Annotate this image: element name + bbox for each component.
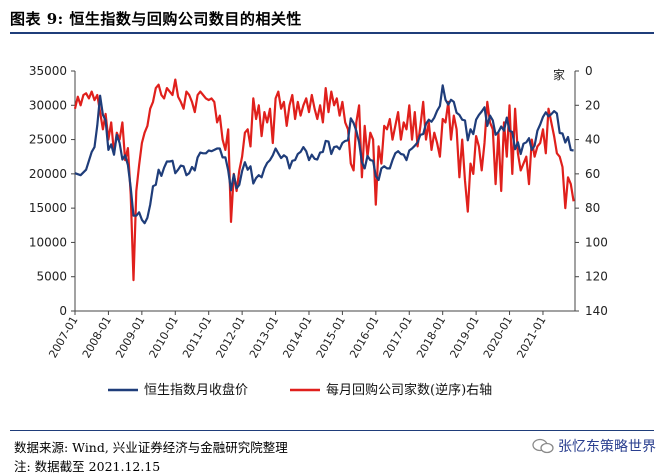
y-left-tick-label: 10000: [29, 235, 67, 249]
x-tick-label: 2017-01: [381, 314, 415, 360]
x-tick-label: 2015-01: [314, 314, 348, 360]
watermark: 张忆东策略世界: [532, 436, 656, 456]
chart-title: 图表 9: 恒生指数与回购公司数目的相关性: [10, 10, 302, 28]
legend-label-hsi: 恒生指数月收盘价: [144, 382, 248, 398]
buyback-count-line: [73, 78, 575, 282]
y-left-tick-label: 0: [59, 304, 67, 318]
series-layer: [73, 78, 575, 282]
chart-legend: 恒生指数月收盘价 每月回购公司家数(逆序)右轴: [108, 382, 492, 398]
y-right-tick-label: 120: [585, 270, 608, 284]
x-tick-label: 2011-01: [180, 314, 214, 360]
x-tick-label: 2018-01: [414, 314, 448, 360]
y-left-tick-label: 15000: [29, 201, 67, 215]
x-tick-label: 2007-01: [46, 314, 80, 360]
date-note: 注: 数据截至 2021.12.15: [14, 459, 161, 474]
source-note: 数据来源: Wind, 兴业证券经济与金融研究院整理: [14, 440, 288, 455]
wechat-icon: [532, 438, 554, 454]
y-right-tick-label: 20: [585, 98, 600, 112]
x-tick-label: 2019-01: [447, 314, 481, 360]
x-tick-label: 2009-01: [113, 314, 147, 360]
y-left-tick-label: 35000: [29, 64, 67, 78]
y-left-tick-label: 20000: [29, 167, 67, 181]
x-tick-label: 2020-01: [481, 314, 515, 360]
y-right-unit-label: 家: [553, 67, 565, 82]
footer-rule: [10, 430, 654, 431]
y-right-tick-label: 40: [585, 133, 600, 147]
x-tick-label: 2016-01: [347, 314, 381, 360]
y-right-tick-label: 0: [585, 64, 593, 78]
x-tick-label: 2012-01: [213, 314, 247, 360]
title-rule: [10, 32, 654, 34]
y-right-tick-label: 100: [585, 235, 608, 249]
x-tick-label: 2013-01: [247, 314, 281, 360]
y-left-tick-label: 30000: [29, 98, 67, 112]
x-tick-label: 2021-01: [514, 314, 548, 360]
y-left-tick-label: 25000: [29, 133, 67, 147]
y-right-tick-label: 140: [585, 304, 608, 318]
watermark-text: 张忆东策略世界: [558, 439, 656, 455]
x-tick-label: 2014-01: [280, 314, 314, 360]
legend-label-buyback: 每月回购公司家数(逆序)右轴: [326, 382, 492, 398]
y-left-tick-label: 5000: [36, 270, 67, 284]
x-tick-label: 2010-01: [147, 314, 181, 360]
y-right-tick-label: 80: [585, 201, 600, 215]
x-tick-label: 2008-01: [80, 314, 114, 360]
chart-svg: 0 5000 10000 15000 20000 25000 30000 35000 0 20 40…: [29, 64, 608, 398]
hsi-index-line: [74, 84, 574, 225]
y-right-tick-label: 60: [585, 167, 600, 181]
